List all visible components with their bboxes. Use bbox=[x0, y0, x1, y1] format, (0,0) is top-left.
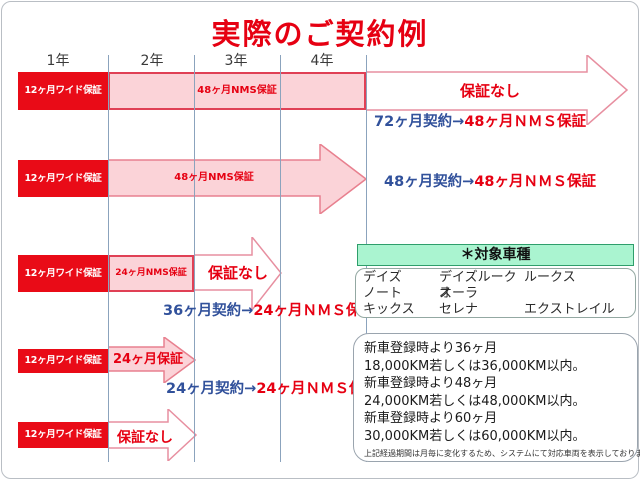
condition-line: 新車登録時より60ヶ月 bbox=[364, 411, 498, 426]
row2-caption: 48ヶ月契約→48ヶ月ＮＭＳ保証 bbox=[384, 170, 596, 191]
row2-nms-arrow-icon bbox=[108, 144, 366, 214]
year-label-1: 1年 bbox=[46, 53, 70, 69]
vehicle-name: デイズルークス bbox=[439, 270, 517, 301]
vehicle-name: キックス bbox=[363, 302, 415, 317]
year-label-4: 4年 bbox=[310, 53, 334, 69]
row5-wide-warranty-bar: 12ヶ月ワイド保証 bbox=[18, 422, 108, 448]
row1-nms-segment bbox=[108, 72, 366, 110]
row1-no-warranty-arrow-icon bbox=[366, 55, 629, 125]
row4-warranty-arrow-icon bbox=[108, 337, 196, 383]
vehicle-row: キックス セレナ エクストレイル bbox=[363, 302, 635, 318]
row4-caption: 24ヶ月契約→24ヶ月ＮＭＳ保証 bbox=[166, 377, 378, 398]
vehicle-name: オーラ bbox=[439, 286, 479, 301]
page-title: 実際のご契約例 bbox=[211, 17, 429, 51]
vehicle-name: デイズ bbox=[363, 270, 402, 285]
row4-caption-contract: 24ヶ月契約→ bbox=[166, 381, 257, 397]
conditions-box: 新車登録時より36ヶ月 18,000KM若しくは36,000KM以内。 新車登録… bbox=[353, 333, 640, 462]
row3-caption: 36ヶ月契約→24ヶ月ＮＭＳ保証 bbox=[163, 299, 375, 320]
target-vehicles-header: ＊対象車種 bbox=[357, 244, 634, 266]
row1-caption-contract: 72ヶ月契約→ bbox=[374, 114, 465, 130]
vehicle-name bbox=[524, 286, 635, 302]
year-label-3: 3年 bbox=[224, 53, 248, 69]
row4-wide-warranty-bar: 12ヶ月ワイド保証 bbox=[18, 349, 108, 373]
row3-no-warranty-arrow-icon bbox=[194, 237, 282, 310]
vehicle-name: エクストレイル bbox=[524, 302, 615, 317]
row3-nms-label: 24ヶ月NMS保証 bbox=[115, 268, 187, 278]
vehicle-name: ルークス bbox=[524, 270, 576, 285]
condition-line: 30,000KM若しくは60,000KM以内。 bbox=[364, 428, 586, 444]
row3-no-warranty-label: 保証なし bbox=[207, 264, 268, 282]
row5-no-warranty-arrow-icon bbox=[108, 409, 198, 461]
row2-wide-warranty-bar: 12ヶ月ワイド保証 bbox=[18, 160, 108, 197]
vehicle-name: セレナ bbox=[439, 302, 479, 317]
conditions-note: 上記経過期間は月毎に変化するため、システムにて対応車両を表示しております bbox=[364, 449, 640, 458]
row3-caption-warranty: 24ヶ月ＮＭＳ保証 bbox=[253, 303, 376, 319]
row1-no-warranty-label: 保証なし bbox=[459, 82, 520, 100]
row1-caption: 72ヶ月契約→48ヶ月ＮＭＳ保証 bbox=[374, 110, 586, 131]
row2-nms-label: 48ヶ月NMS保証 bbox=[174, 172, 254, 183]
target-vehicles-box: デイズ デイズルークス ルークス ノート オーラ キックス セレナ エクストレイ… bbox=[355, 268, 636, 318]
row3-caption-contract: 36ヶ月契約→ bbox=[163, 303, 254, 319]
row2-caption-warranty: 48ヶ月ＮＭＳ保証 bbox=[474, 174, 597, 190]
year-label-2: 2年 bbox=[140, 53, 164, 69]
timeline-gridline-2 bbox=[194, 55, 195, 462]
row2-caption-contract: 48ヶ月契約→ bbox=[384, 174, 475, 190]
vehicle-row: デイズ デイズルークス ルークス bbox=[363, 270, 635, 301]
row4-caption-warranty: 24ヶ月ＮＭＳ保証 bbox=[256, 381, 379, 397]
condition-line: 新車登録時より48ヶ月 bbox=[364, 376, 498, 391]
vehicle-row: ノート オーラ bbox=[363, 286, 635, 302]
row3-wide-warranty-bar: 12ヶ月ワイド保証 bbox=[18, 255, 108, 292]
condition-line: 18,000KM若しくは36,000KM以内。 bbox=[364, 358, 586, 374]
condition-line: 新車登録時より36ヶ月 bbox=[364, 341, 498, 356]
row5-no-warranty-label: 保証なし bbox=[117, 430, 173, 446]
row1-wide-warranty-bar: 12ヶ月ワイド保証 bbox=[18, 72, 108, 110]
row1-nms-label: 48ヶ月NMS保証 bbox=[197, 85, 277, 96]
row4-warranty-label: 24ヶ月保証 bbox=[112, 352, 184, 367]
timeline-gridline-3 bbox=[280, 55, 281, 462]
condition-line: 24,000KM若しくは48,000KM以内。 bbox=[364, 393, 586, 409]
timeline-gridline-1 bbox=[108, 55, 109, 462]
row3-nms-segment bbox=[108, 255, 194, 292]
vehicle-name: ノート bbox=[363, 286, 403, 301]
row1-caption-warranty: 48ヶ月ＮＭＳ保証 bbox=[464, 114, 587, 130]
